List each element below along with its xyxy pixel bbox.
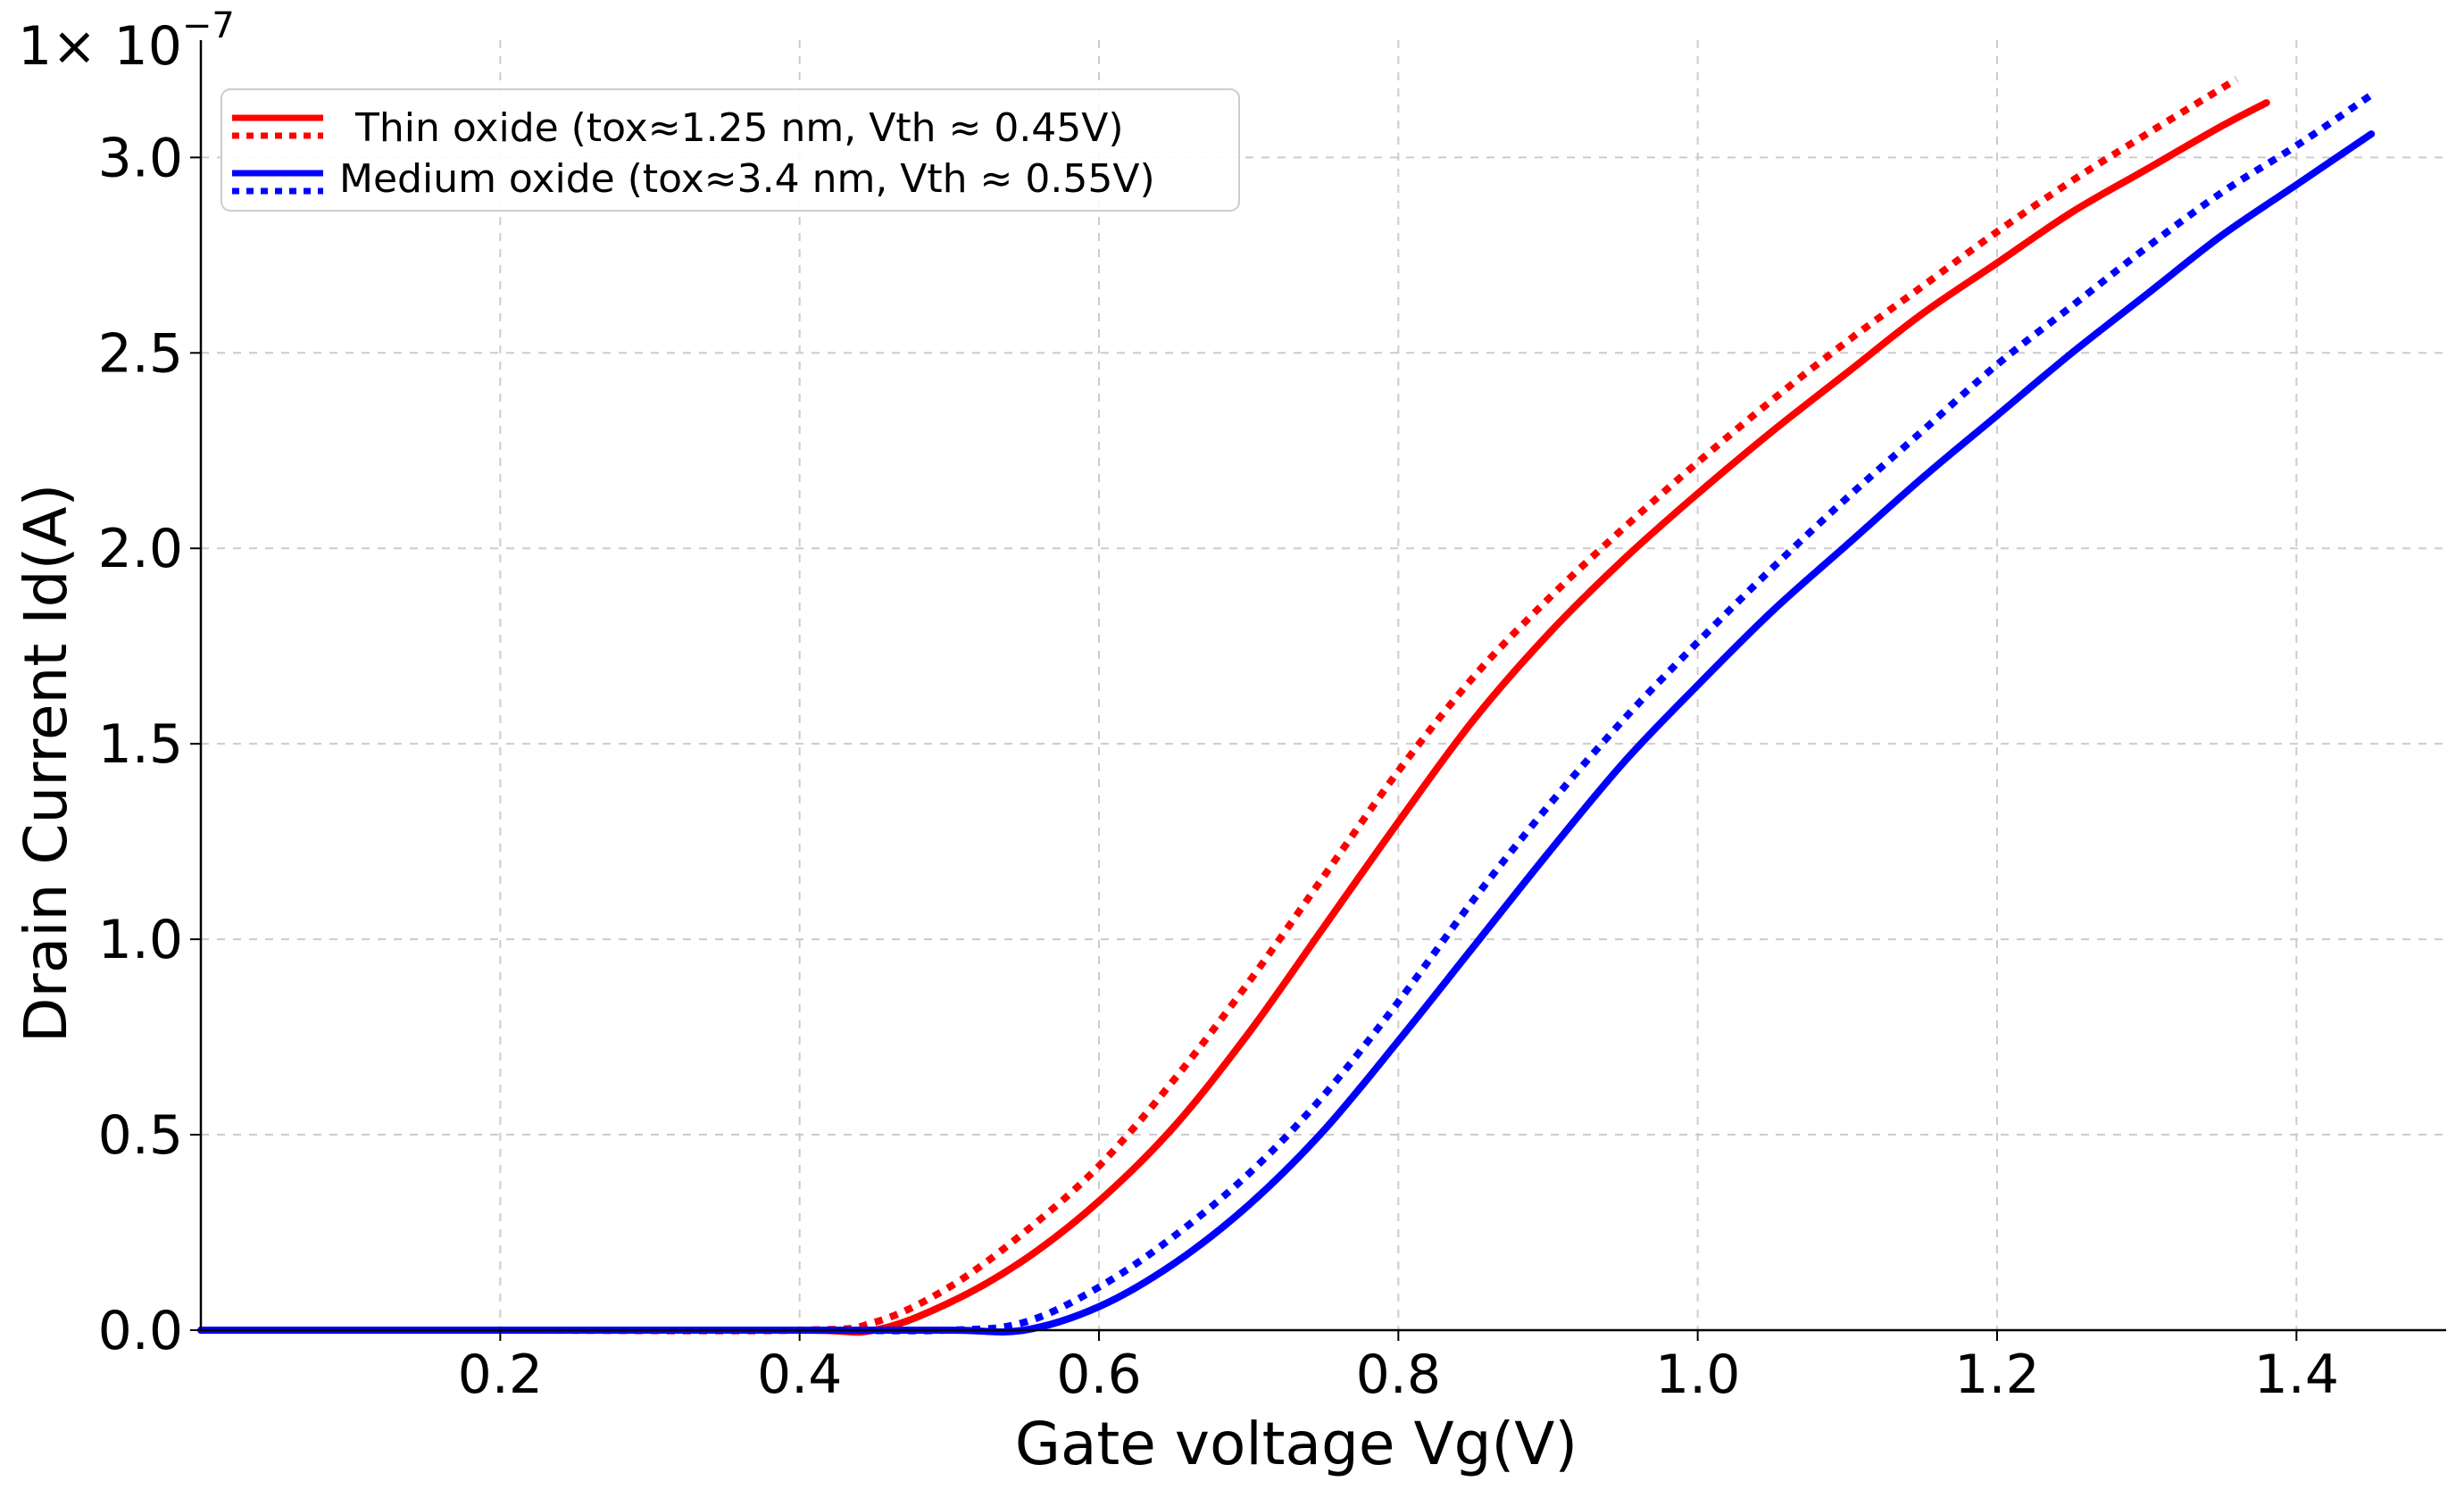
series-line-thin-oxide-dotted bbox=[201, 76, 2239, 1335]
series-line-medium-oxide-dotted bbox=[201, 91, 2374, 1335]
y-axis-label: Drain Current Id(A) bbox=[12, 484, 80, 1043]
x-tick-label: 1.0 bbox=[1655, 1344, 1740, 1406]
x-axis-label: Gate voltage Vg(V) bbox=[1015, 1410, 1577, 1478]
axes bbox=[199, 40, 2446, 1332]
legend-box bbox=[221, 88, 1240, 212]
y-tick-label: 3.0 bbox=[98, 127, 183, 189]
x-tick-label: 0.4 bbox=[757, 1344, 842, 1406]
x-tick-label: 0.2 bbox=[458, 1344, 543, 1406]
x-tick-label: 0.8 bbox=[1356, 1344, 1441, 1406]
y-tick-label: 1.0 bbox=[98, 909, 183, 971]
legend: Thin oxide (tox≈1.25 nm, Vth ≈ 0.45V) Me… bbox=[221, 88, 1240, 212]
y-offset-label: 1× 10−7 bbox=[18, 5, 235, 78]
ticks: 0.2 0.4 0.6 0.8 1.0 1.2 1.4 0.0 0.5 1.0 1.5 2.0 2.5 3… bbox=[98, 127, 2339, 1406]
y-tick-label: 0.0 bbox=[98, 1300, 183, 1362]
y-tick-label: 2.0 bbox=[98, 518, 183, 580]
y-offset-exponent: −7 bbox=[182, 5, 235, 46]
x-tick-label: 1.4 bbox=[2254, 1344, 2339, 1406]
y-tick-label: 0.5 bbox=[98, 1104, 183, 1167]
y-tick-label: 2.5 bbox=[98, 322, 183, 385]
legend-thin-label: Thin oxide (tox≈1.25 nm, Vth ≈ 0.45V) bbox=[354, 105, 1124, 151]
x-tick-label: 0.6 bbox=[1056, 1344, 1141, 1406]
y-tick-label: 1.5 bbox=[98, 713, 183, 776]
x-tick-label: 1.2 bbox=[1954, 1344, 2039, 1406]
legend-medium-label: Medium oxide (tox≈3.4 nm, Vth ≈ 0.55V) bbox=[339, 156, 1155, 202]
